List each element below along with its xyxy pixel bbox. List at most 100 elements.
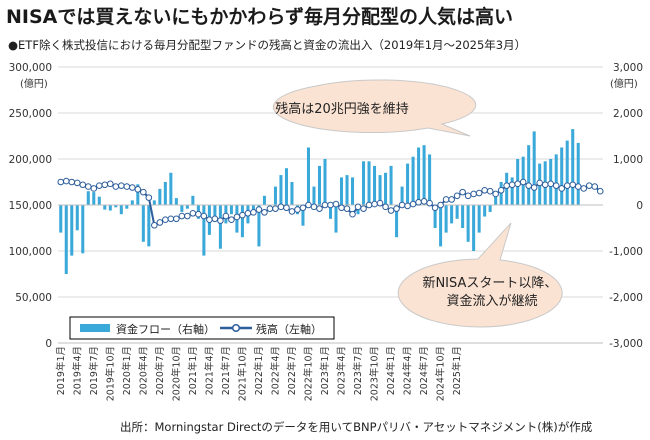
- balance-point: [453, 192, 461, 200]
- legend-line-label: 残高（左軸）: [256, 322, 322, 336]
- flow-bar: [262, 195, 266, 205]
- balance-point: [525, 182, 532, 189]
- x-tick-label: 2020年1月: [121, 346, 133, 395]
- flow-bar: [328, 205, 333, 219]
- flow-bar: [284, 168, 288, 205]
- balance-point: [360, 205, 367, 212]
- flow-bar: [174, 198, 178, 205]
- balance-point: [167, 215, 175, 223]
- flow-bar: [488, 205, 492, 212]
- balance-point: [508, 181, 516, 189]
- x-tick-label: 2023年10月: [369, 346, 381, 401]
- flow-bar: [86, 191, 90, 205]
- balance-point: [547, 180, 555, 188]
- balance-point: [376, 199, 384, 207]
- flow-bar: [400, 186, 404, 205]
- flow-bar: [444, 205, 448, 233]
- balance-point: [184, 212, 191, 220]
- x-tick-label: 2021年1月: [187, 346, 199, 395]
- flow-bar: [81, 205, 85, 254]
- flow-bar: [532, 131, 536, 205]
- balance-point: [514, 180, 521, 188]
- x-tick-label: 2019年10月: [104, 346, 116, 401]
- flow-bar: [290, 182, 294, 205]
- balance-point: [420, 198, 428, 205]
- right-tick-label: -2,000: [609, 292, 643, 304]
- flow-bar: [439, 205, 443, 247]
- flow-bar: [455, 205, 459, 219]
- balance-point: [277, 203, 285, 211]
- balance-point: [112, 183, 120, 190]
- balance-point: [73, 179, 81, 187]
- x-tick-label: 2020年4月: [137, 346, 149, 395]
- flow-bar: [70, 205, 74, 256]
- balance-line: [57, 177, 604, 229]
- balance-point: [145, 194, 153, 201]
- balance-point: [178, 212, 186, 220]
- balance-point: [530, 184, 538, 191]
- balance-point: [492, 190, 499, 198]
- flow-bar: [169, 172, 173, 205]
- balance-point: [239, 211, 246, 219]
- balance-point: [426, 199, 433, 207]
- flow-bar: [527, 145, 531, 205]
- flow-bar: [345, 175, 349, 205]
- flow-bar: [97, 196, 101, 205]
- flow-bar: [103, 205, 107, 210]
- flow-bars: [59, 129, 580, 274]
- right-tick-label: 0: [636, 200, 643, 212]
- balance-point: [431, 204, 439, 212]
- balance-point: [596, 187, 604, 195]
- balance-point: [332, 200, 340, 208]
- balance-point: [129, 184, 136, 191]
- callout-nisa-bubble: [397, 222, 563, 328]
- flow-bar: [301, 205, 305, 226]
- balance-point: [327, 201, 334, 209]
- balance-point: [62, 177, 70, 185]
- flow-bar: [240, 205, 244, 238]
- balance-point: [118, 182, 125, 189]
- balance-point: [349, 210, 356, 218]
- x-tick-label: 2020年7月: [154, 346, 166, 395]
- balance-point: [321, 201, 329, 209]
- flow-bar: [373, 165, 377, 205]
- balance-point: [211, 215, 219, 223]
- x-tick-label: 2021年10月: [236, 346, 248, 401]
- left-tick-label: 100,000: [9, 246, 52, 258]
- balance-point: [387, 207, 395, 214]
- balance-point: [371, 200, 378, 208]
- balance-point: [217, 217, 224, 224]
- flow-bar: [279, 175, 283, 205]
- flow-bar: [108, 205, 112, 211]
- flow-bar: [218, 205, 222, 249]
- x-tick-label: 2021年7月: [220, 346, 232, 395]
- flow-bar: [433, 205, 437, 228]
- balance-point: [486, 187, 494, 195]
- x-tick-label: 2023年4月: [336, 346, 348, 395]
- callout-balance-bubble: [272, 79, 477, 137]
- left-tick-label: 300,000: [9, 62, 52, 74]
- flow-bar: [334, 205, 338, 233]
- source-note: 出所：Morningstar Directのデータを用いてBNPパリバ・アセット…: [120, 420, 593, 434]
- balance-point: [541, 181, 549, 189]
- flow-bar: [510, 177, 514, 205]
- x-tick-label: 2023年1月: [319, 346, 331, 395]
- balance-point: [398, 201, 406, 209]
- right-axis-unit: (億円): [610, 77, 638, 90]
- balance-point: [222, 212, 230, 220]
- right-tick-label: 1,000: [613, 154, 643, 166]
- flow-bar: [422, 145, 426, 205]
- legend-box: [69, 316, 335, 340]
- flow-bar: [119, 205, 123, 215]
- balance-point: [310, 203, 318, 211]
- callout-nisa: 新NISAスタート以降、 資金流入が継続: [397, 222, 563, 328]
- balance-point: [195, 210, 202, 218]
- legend-line-marker: [231, 323, 241, 333]
- balance-point: [68, 178, 76, 186]
- balance-point: [558, 185, 566, 192]
- balance-point: [272, 205, 279, 212]
- x-tick-label: 2022年4月: [269, 346, 281, 395]
- flow-bar: [213, 205, 217, 217]
- right-tick-label: -1,000: [609, 246, 643, 258]
- flow-bar: [560, 147, 564, 205]
